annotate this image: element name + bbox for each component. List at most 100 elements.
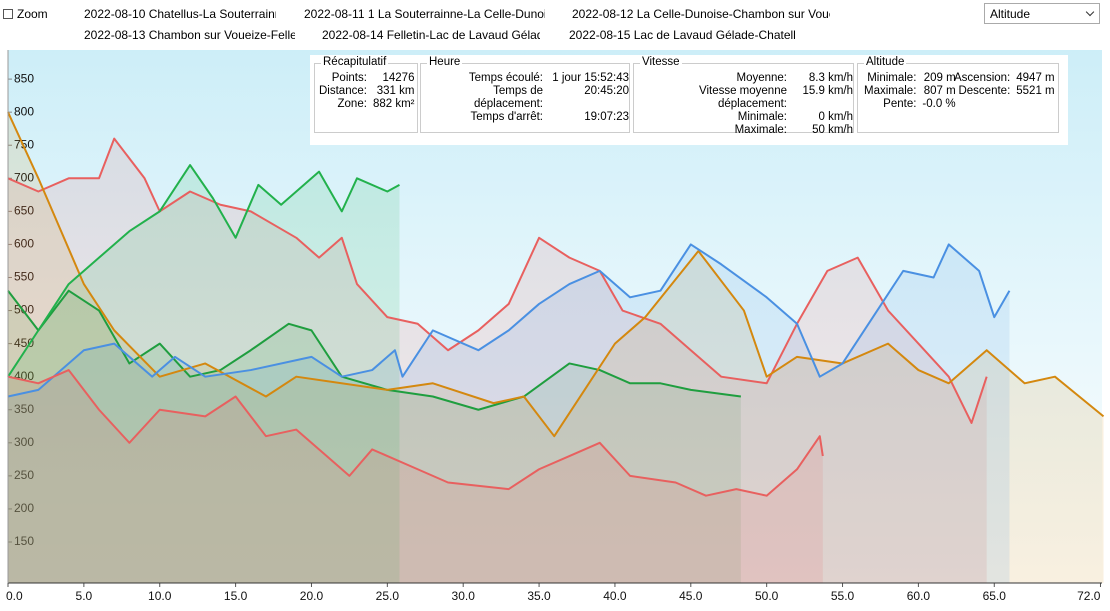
series-line: [7, 243, 1011, 398]
x-tick-label: 50.0: [755, 589, 779, 603]
y-tick-label: 750: [14, 137, 34, 151]
group-title: Altitude: [864, 56, 907, 68]
legend-label: 2022-08-12 La Celle-Dunoise-Chambon sur …: [572, 7, 830, 21]
row-value: 882 km²: [372, 98, 415, 110]
legend-item[interactable]: 2022-08-15 Lac de Lavaud Gélade-Chatellu…: [565, 28, 795, 42]
x-tick-label: 25.0: [376, 589, 400, 603]
legend-item[interactable]: 2022-08-12 La Celle-Dunoise-Chambon sur …: [568, 7, 830, 21]
x-tick-label: 45.0: [679, 589, 703, 603]
group-rows: Temps écoulé: 1 jour 15:52:43 Temps de dép…: [427, 72, 629, 124]
y-tick-label: 300: [14, 435, 34, 449]
series-area: [8, 370, 823, 583]
row-value: 5521 m: [1016, 85, 1055, 97]
dropdown-value: Altitude: [990, 7, 1031, 21]
y-tick-label: 350: [14, 402, 34, 416]
row-value: 0 km/h: [818, 111, 853, 123]
row-label: Temps de déplacement:: [473, 85, 543, 110]
row-label: Zone:: [337, 98, 367, 110]
row-label: Moyenne:: [736, 72, 787, 84]
legend-item[interactable]: 2022-08-13 Chambon sur Voueize-Felletin: [80, 28, 295, 42]
legend-label: 2022-08-11 1 La Souterrainne-La Celle-Du…: [304, 7, 545, 21]
summary-group: Vitesse Moyenne: 8.3 km/h Vitesse moyenne d…: [633, 56, 854, 136]
row-value: 20:45:20: [584, 85, 629, 97]
row-value: 4947 m: [1016, 72, 1055, 84]
row-label: Vitesse moyenne déplacement:: [698, 85, 787, 110]
x-tick-label: 0.0: [6, 589, 23, 603]
x-tick-label: 55.0: [831, 589, 855, 603]
row-label: Temps écoulé:: [468, 72, 543, 84]
x-tick-label: 10.0: [148, 589, 172, 603]
x-tick-label: 20.0: [300, 589, 324, 603]
legend-item[interactable]: 2022-08-11 1 La Souterrainne-La Celle-Du…: [300, 7, 545, 21]
x-tick-label: 15.0: [224, 589, 248, 603]
group-title: Vitesse: [640, 56, 682, 68]
row-value: 15.9 km/h: [802, 85, 854, 97]
series-area: [8, 290, 741, 583]
row-value: 19:07:23: [584, 111, 629, 123]
group-rows: Points: 14276 Distance: 331 km Zone: 882 km²: [319, 72, 414, 111]
row-label: Pente:: [883, 98, 917, 110]
y-tick-label: 250: [14, 468, 34, 482]
row-value: 8.3 km/h: [808, 72, 853, 84]
row-value: 807 m: [923, 85, 956, 97]
legend-label: 2022-08-10 Chatellus-La Souterrainne: [84, 7, 276, 21]
summary-panel: Récapitulatif Points: 14276 Distance: 331 km…: [310, 55, 1068, 145]
row-label: Minimale:: [737, 111, 787, 123]
summary-group: Récapitulatif Points: 14276 Distance: 331 km…: [314, 56, 418, 133]
series-area: [8, 244, 1010, 583]
legend-label: 2022-08-13 Chambon sur Voueize-Felletin: [84, 28, 295, 42]
row-value: 331 km: [376, 85, 415, 97]
zoom-toggle[interactable]: Zoom: [3, 7, 48, 21]
legend-label: 2022-08-14 Felletin-Lac de Lavaud Gélade: [322, 28, 540, 42]
x-tick-label: 72.0: [1077, 589, 1101, 603]
y-tick-label: 700: [14, 170, 34, 184]
row-value: 209 m: [923, 72, 956, 84]
y-tick-label: 550: [14, 270, 34, 284]
row-value: -0.0 %: [922, 98, 956, 110]
x-tick-label: 40.0: [603, 589, 627, 603]
group-title: Récapitulatif: [321, 56, 389, 68]
y-tick-label: 850: [14, 71, 34, 85]
y-tick-label: 200: [14, 501, 34, 515]
x-tick-label: 30.0: [452, 589, 476, 603]
zoom-label: Zoom: [17, 7, 48, 21]
row-label: Points:: [331, 72, 367, 84]
summary-group: Heure Temps écoulé: 1 jour 15:52:43 Temps d…: [420, 56, 630, 133]
y-tick-label: 650: [14, 204, 34, 218]
y-tick-label: 450: [14, 336, 34, 350]
y-tick-label: 600: [14, 237, 34, 251]
series-area: [8, 138, 987, 583]
y-tick-label: 800: [14, 104, 34, 118]
row-value: 14276: [382, 72, 415, 84]
series-line: [7, 164, 400, 378]
series-area: [8, 112, 1104, 584]
summary-group: Altitude Minimale: 209 m Maximale: 807 m Pent…: [857, 56, 1059, 133]
series-line: [7, 369, 824, 497]
row-label: Temps d'arrêt:: [470, 111, 544, 123]
group-rows: Moyenne: 8.3 km/h Vitesse moyenne déplacem…: [638, 72, 853, 137]
group-rows: Ascension: 4947 m Descente: 5521 m: [954, 72, 1055, 98]
row-label: Descente:: [958, 85, 1011, 97]
group-rows: Minimale: 209 m Maximale: 807 m Pente: -0.0 %: [864, 72, 956, 111]
series-line: [7, 289, 742, 411]
legend-label: 2022-08-15 Lac de Lavaud Gélade-Chatellu…: [569, 28, 795, 42]
series-line: [7, 111, 1105, 438]
legend-item[interactable]: 2022-08-10 Chatellus-La Souterrainne: [80, 7, 276, 21]
x-tick-label: 35.0: [527, 589, 551, 603]
x-tick-label: 60.0: [907, 589, 931, 603]
x-tick-label: 5.0: [76, 589, 93, 603]
group-title: Heure: [427, 56, 463, 68]
row-label: Minimale:: [867, 72, 917, 84]
metric-dropdown[interactable]: Altitude: [984, 3, 1100, 24]
x-tick-label: 65.0: [983, 589, 1007, 603]
row-label: Ascension:: [954, 72, 1011, 84]
row-value: 50 km/h: [812, 124, 853, 136]
series-line: [7, 137, 988, 424]
row-label: Maximale:: [864, 85, 917, 97]
row-label: Maximale:: [734, 124, 787, 136]
y-tick-label: 150: [14, 534, 34, 548]
legend-item[interactable]: 2022-08-14 Felletin-Lac de Lavaud Gélade: [318, 28, 540, 42]
row-label: Distance:: [319, 85, 367, 97]
row-value: 1 jour 15:52:43: [552, 72, 629, 84]
